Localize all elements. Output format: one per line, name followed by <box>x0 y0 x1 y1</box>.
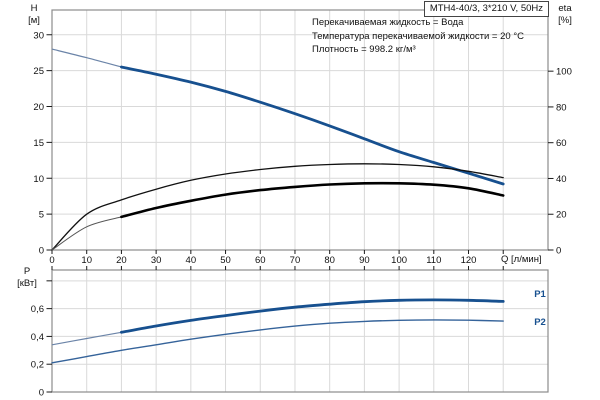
eta-tick-label: 0 <box>556 246 561 257</box>
y-tick-label: 5 <box>39 210 44 221</box>
eta-tick-label: 40 <box>556 174 567 185</box>
fluid-annotations: Перекачиваемая жидкость = Вода Температу… <box>312 16 524 57</box>
eta-tick-label: 60 <box>556 138 567 149</box>
eta-axis-title: eta [%] <box>550 3 580 27</box>
annotation-fluid: Перекачиваемая жидкость = Вода <box>312 17 464 28</box>
x-tick-label: 10 <box>81 255 92 266</box>
eta-tick-label: 100 <box>556 67 572 78</box>
p-axis-title: P [кВт] <box>11 266 43 290</box>
h-axis-unit: [м] <box>28 15 40 26</box>
x-tick-label: 60 <box>255 255 266 266</box>
eta-pump-motor-curve-lead <box>51 216 122 251</box>
y-tick-label: 0,4 <box>31 332 44 343</box>
eta-pump-motor-curve <box>120 181 505 219</box>
eta-tick-label: 80 <box>556 102 567 113</box>
eta-pump-curve <box>51 163 504 251</box>
y-tick-label: 0 <box>39 388 44 399</box>
x-tick-label: 80 <box>324 255 335 266</box>
y-tick-label: 25 <box>33 66 44 77</box>
x-tick-label: 90 <box>359 255 370 266</box>
plot-frame <box>51 9 549 251</box>
x-tick-label: 70 <box>290 255 301 266</box>
x-tick-label: 20 <box>116 255 127 266</box>
P1-curve <box>120 298 505 334</box>
h-axis-title: H [м] <box>21 3 47 27</box>
eta-axis-unit: [%] <box>558 15 572 26</box>
chart-title-box: MTH4-40/3, 3*210 V, 50Hz <box>423 1 549 17</box>
y-tick-label: 15 <box>33 138 44 149</box>
power-chart-group: 0 0,2 0,4 0,6 <box>31 266 549 399</box>
eta-tick-label: 20 <box>556 210 567 221</box>
annotation-density: Плотность = 998.2 кг/м³ <box>312 44 416 55</box>
y-tick-label: 20 <box>33 102 44 113</box>
hq-chart-group: 0 5 10 15 20 25 30 0 20 40 60 80 100 0 10 20 30 40 50 60 70 8… <box>33 9 572 266</box>
x-tick-label: 110 <box>426 255 441 266</box>
q-axis-title: Q [л/мин] <box>501 254 542 265</box>
x-tick-label: 0 <box>49 255 54 266</box>
x-tick-label: 50 <box>220 255 231 266</box>
y-tick-label: 0 <box>39 246 44 257</box>
y-tick-label: 10 <box>33 174 44 185</box>
y-tick-label: 0,6 <box>31 304 44 315</box>
h-axis-label: H <box>30 3 38 14</box>
x-tick-label: 30 <box>151 255 162 266</box>
eta-axis-label: eta <box>558 3 572 14</box>
x-tick-label: 100 <box>391 255 407 266</box>
P2-curve <box>51 319 504 364</box>
p2-curve-label: P2 <box>534 317 546 328</box>
x-tick-label: 120 <box>461 255 477 266</box>
H-curve-lead <box>51 48 122 68</box>
y-tick-label: 30 <box>33 30 44 41</box>
p-axis-label: P <box>23 266 31 277</box>
y-tick-label: 0,2 <box>31 360 44 371</box>
P1-curve-lead <box>51 331 122 346</box>
x-tick-label: 40 <box>186 255 197 266</box>
plot-frame <box>51 269 549 393</box>
p1-curve-label: P1 <box>534 289 546 300</box>
annotation-temperature: Температура перекачиваемой жидкости = 20… <box>312 30 524 42</box>
H-curve <box>120 65 505 186</box>
p-axis-unit: [кВт] <box>17 278 37 289</box>
